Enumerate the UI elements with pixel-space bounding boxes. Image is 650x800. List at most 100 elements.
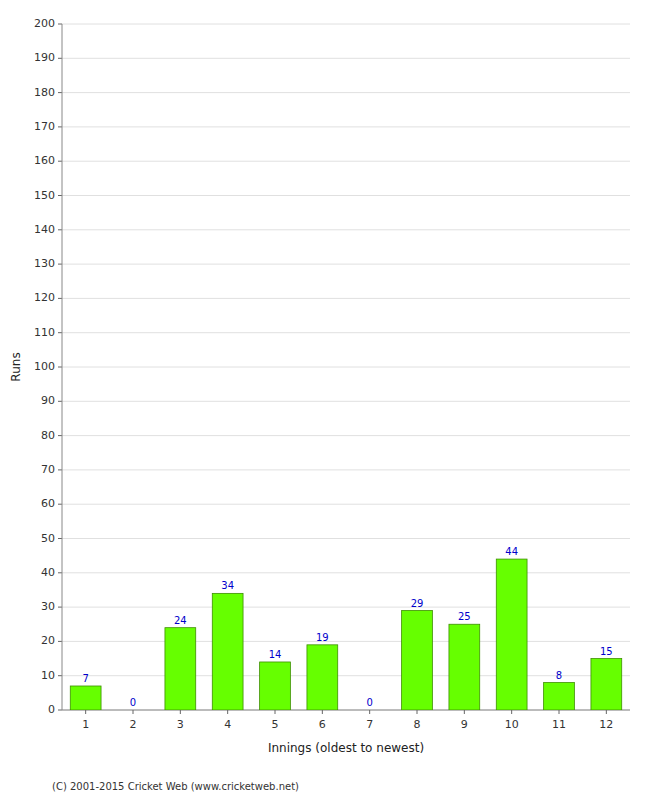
y-tick <box>58 572 62 573</box>
grid-line <box>62 229 630 230</box>
chart-container: 0102030405060708090100110120130140150160… <box>0 0 650 800</box>
y-tick-label: 150 <box>34 189 55 202</box>
grid-line <box>62 538 630 539</box>
x-tick-label: 7 <box>366 718 373 731</box>
x-tick <box>227 710 228 714</box>
x-tick <box>180 710 181 714</box>
grid-line <box>62 401 630 402</box>
y-tick-label: 60 <box>41 497 55 510</box>
grid-line <box>62 504 630 505</box>
x-tick-label: 2 <box>130 718 137 731</box>
x-tick-label: 8 <box>414 718 421 731</box>
grid-line <box>62 92 630 93</box>
x-tick <box>511 710 512 714</box>
bar <box>70 686 101 710</box>
y-tick <box>58 58 62 59</box>
y-tick-label: 0 <box>48 703 55 716</box>
data-label: 14 <box>269 649 282 660</box>
y-tick-label: 40 <box>41 566 55 579</box>
x-tick <box>606 710 607 714</box>
data-label: 0 <box>366 697 372 708</box>
bar <box>402 611 433 710</box>
y-tick <box>58 92 62 93</box>
y-tick-label: 180 <box>34 86 55 99</box>
y-tick-label: 50 <box>41 532 55 545</box>
x-tick <box>464 710 465 714</box>
grid-line <box>62 264 630 265</box>
data-label: 0 <box>130 697 136 708</box>
grid-line <box>62 298 630 299</box>
x-tick <box>85 710 86 714</box>
y-tick <box>58 675 62 676</box>
y-tick-label: 170 <box>34 120 55 133</box>
y-tick <box>58 229 62 230</box>
data-label: 44 <box>505 546 518 557</box>
y-tick <box>58 264 62 265</box>
x-tick <box>322 710 323 714</box>
grid <box>62 24 630 710</box>
data-label: 7 <box>82 673 88 684</box>
y-tick-label: 70 <box>41 463 55 476</box>
y-tick-label: 130 <box>34 257 55 270</box>
data-label: 19 <box>316 632 329 643</box>
axes: 0102030405060708090100110120130140150160… <box>34 17 630 731</box>
grid-line <box>62 675 630 676</box>
bar <box>354 710 385 711</box>
grid-line <box>62 24 630 25</box>
y-tick-label: 140 <box>34 223 55 236</box>
bar <box>591 659 622 710</box>
bar <box>307 645 338 710</box>
bars <box>70 559 621 710</box>
x-tick <box>275 710 276 714</box>
x-axis-title: Innings (oldest to newest) <box>268 741 424 755</box>
y-tick-label: 120 <box>34 291 55 304</box>
x-tick-label: 11 <box>552 718 566 731</box>
y-tick <box>58 641 62 642</box>
bar <box>118 710 149 711</box>
data-label: 8 <box>556 670 562 681</box>
x-tick-label: 4 <box>224 718 231 731</box>
y-tick <box>58 538 62 539</box>
y-tick <box>58 24 62 25</box>
bar <box>260 662 291 710</box>
grid-line <box>62 195 630 196</box>
x-tick-label: 1 <box>82 718 89 731</box>
y-tick-label: 20 <box>41 634 55 647</box>
y-tick <box>58 161 62 162</box>
grid-line <box>62 161 630 162</box>
x-tick-label: 10 <box>505 718 519 731</box>
x-tick-label: 6 <box>319 718 326 731</box>
y-tick-label: 110 <box>34 326 55 339</box>
grid-line <box>62 58 630 59</box>
x-tick-label: 5 <box>272 718 279 731</box>
x-tick <box>133 710 134 714</box>
y-tick <box>58 195 62 196</box>
y-tick-label: 200 <box>34 17 55 30</box>
y-tick-label: 90 <box>41 394 55 407</box>
chart-svg: 0102030405060708090100110120130140150160… <box>0 0 650 800</box>
y-tick <box>58 401 62 402</box>
y-tick-label: 190 <box>34 51 55 64</box>
data-label: 25 <box>458 611 471 622</box>
y-tick <box>58 332 62 333</box>
y-tick <box>58 607 62 608</box>
x-tick <box>417 710 418 714</box>
x-tick-label: 9 <box>461 718 468 731</box>
y-tick-label: 160 <box>34 154 55 167</box>
y-tick-label: 30 <box>41 600 55 613</box>
grid-line <box>62 607 630 608</box>
grid-line <box>62 641 630 642</box>
bar <box>449 624 480 710</box>
grid-line <box>62 572 630 573</box>
y-tick-label: 10 <box>41 669 55 682</box>
y-tick <box>58 367 62 368</box>
grid-line <box>62 469 630 470</box>
y-tick <box>58 504 62 505</box>
grid-line <box>62 367 630 368</box>
x-tick-label: 3 <box>177 718 184 731</box>
y-axis-line <box>62 24 63 710</box>
y-tick <box>58 435 62 436</box>
bar <box>212 593 243 710</box>
data-label: 15 <box>600 646 613 657</box>
data-label: 29 <box>411 598 424 609</box>
